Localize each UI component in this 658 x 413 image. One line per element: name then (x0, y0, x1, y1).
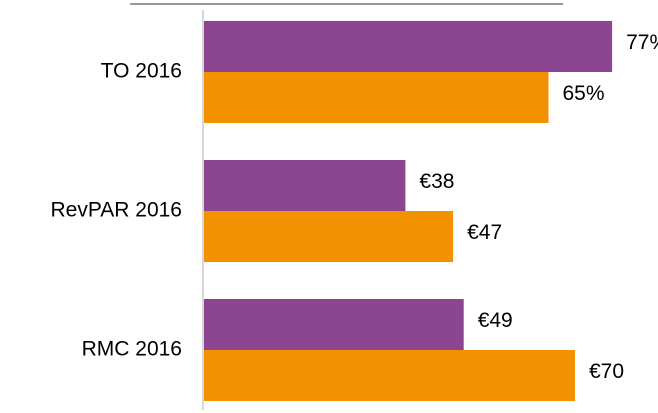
value-label: 65% (563, 82, 605, 105)
value-label: €47 (467, 221, 502, 244)
value-label: €70 (589, 360, 624, 383)
bar (204, 160, 406, 211)
category-label: TO 2016 (101, 60, 182, 83)
category-label: RevPAR 2016 (50, 199, 182, 222)
bar (204, 211, 454, 262)
category-label: RMC 2016 (82, 338, 182, 361)
bar (204, 21, 613, 72)
value-label: €49 (478, 309, 513, 332)
bar (204, 350, 575, 401)
value-label: €38 (419, 170, 454, 193)
bar (204, 299, 464, 350)
bar (204, 72, 549, 123)
value-label: 77% (626, 31, 658, 54)
